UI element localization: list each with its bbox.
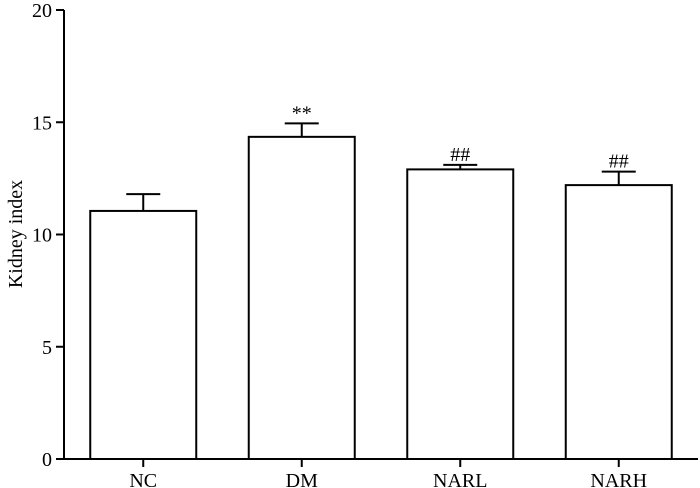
- bar-dm: [247, 135, 356, 460]
- x-tick-label-nc: NC: [129, 470, 157, 488]
- bar-nc: [89, 209, 198, 460]
- y-tick-label: 10: [32, 225, 52, 247]
- x-tick-label-dm: DM: [286, 470, 318, 488]
- bar-narh: [564, 184, 673, 461]
- y-tick-label: 20: [32, 0, 52, 22]
- x-tick-label-narl: NARL: [433, 470, 487, 488]
- y-tick-label: 15: [32, 112, 52, 134]
- significance-label-narh: ##: [609, 151, 629, 173]
- plot-area: 0 5 10 15 20 NC DM ** NARL ## NARH ##: [32, 0, 698, 488]
- bar-narl: [406, 168, 515, 461]
- y-tick-label: 5: [42, 337, 52, 359]
- y-tick-label: 0: [42, 449, 52, 471]
- x-tick-label-narh: NARH: [590, 470, 647, 488]
- y-axis-title: Kidney index: [5, 180, 27, 288]
- significance-label-dm: **: [292, 102, 312, 124]
- significance-label-narl: ##: [450, 144, 470, 166]
